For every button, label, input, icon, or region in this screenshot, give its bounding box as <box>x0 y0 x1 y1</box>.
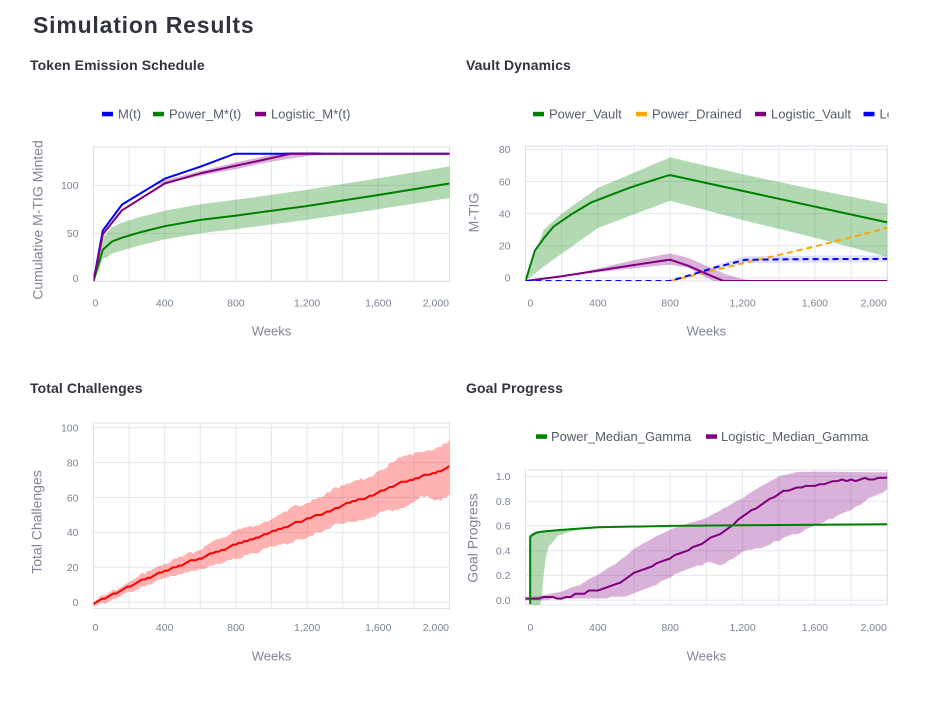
svg-text:2,000: 2,000 <box>861 622 887 634</box>
svg-text:80: 80 <box>67 457 79 469</box>
svg-text:60: 60 <box>499 176 511 188</box>
svg-text:Power_Median_Gamma: Power_Median_Gamma <box>551 429 692 444</box>
svg-text:0.6: 0.6 <box>496 521 511 533</box>
svg-text:60: 60 <box>67 492 79 504</box>
svg-text:80: 80 <box>499 144 511 156</box>
svg-text:20: 20 <box>499 241 511 253</box>
svg-text:20: 20 <box>67 562 79 574</box>
svg-text:Power_M*(t): Power_M*(t) <box>169 107 241 122</box>
svg-text:0: 0 <box>93 622 99 634</box>
svg-text:1,600: 1,600 <box>802 622 828 634</box>
svg-text:0: 0 <box>528 622 534 634</box>
svg-text:1,600: 1,600 <box>802 297 828 309</box>
svg-text:40: 40 <box>67 527 79 539</box>
svg-text:0: 0 <box>73 273 79 285</box>
svg-text:Logistic_M*(t): Logistic_M*(t) <box>271 107 350 122</box>
svg-text:0: 0 <box>73 597 79 609</box>
svg-text:Power_Vault: Power_Vault <box>549 107 622 122</box>
svg-text:Power_Drained: Power_Drained <box>652 107 742 122</box>
svg-text:1,200: 1,200 <box>729 622 755 634</box>
svg-text:1,600: 1,600 <box>365 622 391 634</box>
svg-text:400: 400 <box>156 622 174 634</box>
svg-text:Goal Progress: Goal Progress <box>465 493 481 582</box>
svg-text:M(t): M(t) <box>118 107 141 122</box>
svg-text:Logistic_Drained: Logistic_Drained <box>880 107 935 122</box>
svg-text:1,200: 1,200 <box>294 622 320 634</box>
svg-text:0.4: 0.4 <box>496 546 511 558</box>
svg-text:0.8: 0.8 <box>496 496 511 508</box>
svg-text:Logistic_Vault: Logistic_Vault <box>771 107 851 122</box>
svg-text:0.2: 0.2 <box>496 570 511 582</box>
svg-text:800: 800 <box>661 622 679 634</box>
svg-text:400: 400 <box>589 622 607 634</box>
svg-text:Cumulative M-TIG Minted: Cumulative M-TIG Minted <box>29 140 45 299</box>
svg-text:400: 400 <box>156 297 174 309</box>
svg-text:0: 0 <box>505 273 511 285</box>
svg-text:1,600: 1,600 <box>365 297 391 309</box>
svg-text:0: 0 <box>93 297 99 309</box>
svg-text:2,000: 2,000 <box>861 297 887 309</box>
svg-text:0.0: 0.0 <box>496 595 511 607</box>
svg-text:M-TIG: M-TIG <box>466 193 482 233</box>
svg-text:50: 50 <box>67 228 79 240</box>
svg-text:1,200: 1,200 <box>729 297 755 309</box>
svg-text:800: 800 <box>661 297 679 309</box>
svg-text:Total Challenges: Total Challenges <box>29 470 45 574</box>
svg-text:Weeks: Weeks <box>687 648 727 663</box>
svg-text:Weeks: Weeks <box>252 648 292 663</box>
svg-text:2,000: 2,000 <box>423 622 449 634</box>
svg-text:800: 800 <box>227 297 245 309</box>
svg-text:100: 100 <box>61 180 79 192</box>
svg-text:40: 40 <box>499 208 511 220</box>
svg-text:Weeks: Weeks <box>687 324 727 339</box>
svg-text:1,200: 1,200 <box>294 297 320 309</box>
svg-text:400: 400 <box>589 297 607 309</box>
svg-text:800: 800 <box>227 622 245 634</box>
svg-text:0: 0 <box>528 297 534 309</box>
svg-text:2,000: 2,000 <box>423 297 449 309</box>
svg-text:Weeks: Weeks <box>252 324 292 339</box>
svg-text:100: 100 <box>61 423 79 435</box>
svg-text:1.0: 1.0 <box>496 471 511 483</box>
svg-text:Logistic_Median_Gamma: Logistic_Median_Gamma <box>721 429 869 444</box>
